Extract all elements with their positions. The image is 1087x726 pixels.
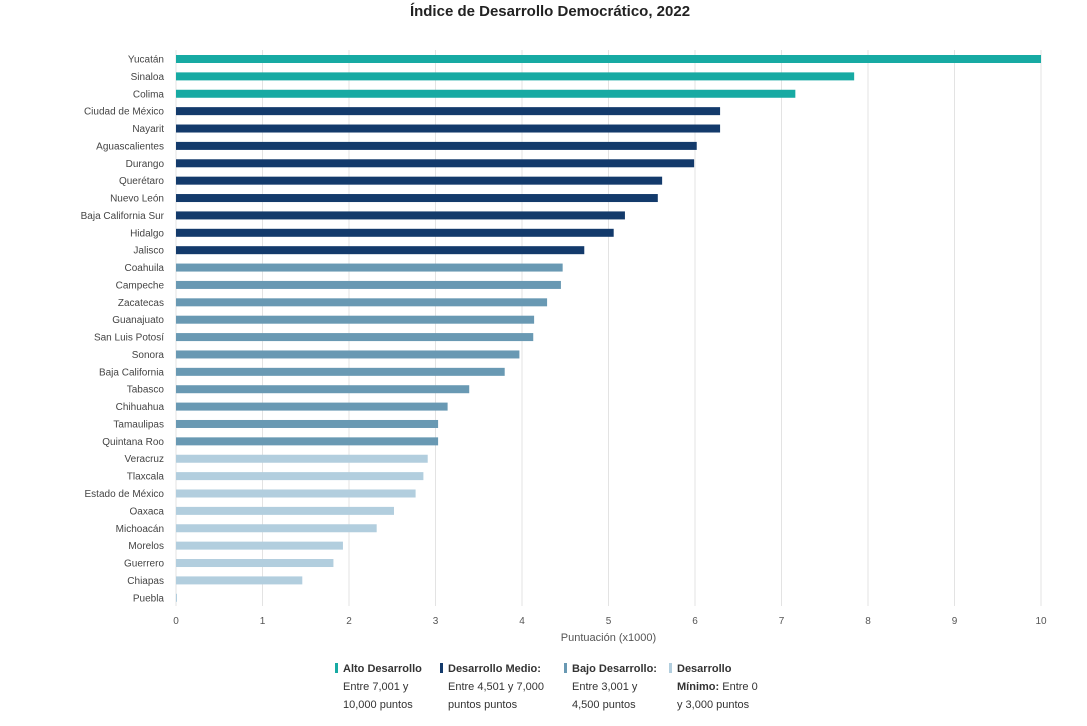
bar bbox=[176, 141, 697, 150]
y-tick-label: Tabasco bbox=[127, 385, 165, 396]
bar bbox=[176, 55, 1041, 63]
legend-text: puntos puntos bbox=[448, 699, 518, 711]
bar bbox=[176, 385, 470, 394]
y-tick-label: Quintana Roo bbox=[102, 437, 164, 448]
bar bbox=[176, 333, 534, 342]
legend-item-bajo: Bajo Desarrollo: Entre 3,001 y 4,500 pun… bbox=[564, 660, 657, 714]
legend-swatch bbox=[335, 663, 338, 673]
y-tick-label: Baja California Sur bbox=[81, 211, 165, 222]
bar bbox=[176, 437, 439, 446]
y-tick-label: Oaxaca bbox=[130, 506, 165, 517]
bar bbox=[176, 263, 563, 272]
bar bbox=[176, 159, 695, 168]
legend-title: Alto Desarrollo bbox=[343, 663, 422, 675]
legend-title: Desarrollo Medio: bbox=[448, 663, 541, 675]
y-tick-label: Querétaro bbox=[119, 176, 164, 187]
bar bbox=[176, 454, 428, 463]
x-tick-label: 2 bbox=[346, 616, 352, 627]
y-tick-label: Hidalgo bbox=[130, 228, 164, 239]
y-tick-label: Ciudad de México bbox=[84, 107, 164, 118]
legend-text: Entre 7,001 y bbox=[343, 681, 409, 693]
y-tick-label: Sonora bbox=[132, 350, 165, 361]
y-tick-label: Coahuila bbox=[125, 263, 165, 274]
bar bbox=[176, 228, 614, 237]
legend-item-alto: Alto Desarrollo Entre 7,001 y 10,000 pun… bbox=[335, 660, 422, 714]
legend-title: Bajo Desarrollo: bbox=[572, 663, 657, 675]
x-tick-label: 1 bbox=[260, 616, 266, 627]
legend-text: Entre 4,501 y 7,000 bbox=[448, 681, 545, 693]
y-tick-label: Tamaulipas bbox=[113, 419, 164, 430]
y-tick-label: Baja California bbox=[99, 367, 164, 378]
legend-text: 10,000 puntos bbox=[343, 699, 413, 711]
x-tick-label: 4 bbox=[519, 616, 525, 627]
bar bbox=[176, 524, 377, 533]
y-tick-label: Colima bbox=[133, 89, 165, 100]
y-tick-label: Jalisco bbox=[133, 246, 164, 257]
y-tick-label: Campeche bbox=[116, 280, 165, 291]
x-tick-label: 8 bbox=[865, 616, 871, 627]
bar bbox=[176, 506, 394, 515]
x-tick-label: 3 bbox=[433, 616, 439, 627]
x-tick-label: 9 bbox=[952, 616, 958, 627]
x-tick-label: 10 bbox=[1035, 616, 1047, 627]
bar bbox=[176, 176, 663, 185]
y-tick-label: Tlaxcala bbox=[127, 472, 165, 483]
legend-text: y 3,000 puntos bbox=[677, 699, 750, 711]
bar bbox=[176, 315, 535, 324]
x-tick-label: 0 bbox=[173, 616, 179, 627]
bar bbox=[176, 89, 796, 98]
y-tick-label: Morelos bbox=[128, 541, 164, 552]
bar bbox=[176, 593, 177, 602]
legend-item-medio: Desarrollo Medio: Entre 4,501 y 7,000 pu… bbox=[440, 660, 544, 714]
bar bbox=[176, 107, 721, 116]
y-tick-label: Guanajuato bbox=[112, 315, 164, 326]
legend-text: Entre 0 bbox=[722, 681, 758, 693]
bar bbox=[176, 489, 416, 498]
y-tick-label: Sinaloa bbox=[131, 72, 165, 83]
y-tick-label: Guerrero bbox=[124, 559, 164, 570]
y-tick-label: Puebla bbox=[133, 593, 165, 604]
bar bbox=[176, 350, 520, 359]
bar bbox=[176, 246, 585, 255]
y-tick-label: Veracruz bbox=[125, 454, 164, 465]
bar bbox=[176, 194, 658, 203]
x-tick-label: 7 bbox=[779, 616, 785, 627]
bar bbox=[176, 367, 505, 376]
bar bbox=[176, 298, 548, 307]
bar bbox=[176, 472, 424, 481]
y-tick-label: Yucatán bbox=[128, 55, 164, 66]
legend-text: Entre 3,001 y bbox=[572, 681, 638, 693]
bar bbox=[176, 419, 439, 428]
y-tick-label: Zacatecas bbox=[118, 298, 164, 309]
legend-swatch bbox=[564, 663, 567, 673]
legend-text: 4,500 puntos bbox=[572, 699, 636, 711]
y-tick-label: Aguascalientes bbox=[96, 141, 164, 152]
y-tick-label: Nayarit bbox=[132, 124, 164, 135]
legend-swatch bbox=[440, 663, 443, 673]
y-tick-label: Estado de México bbox=[85, 489, 165, 500]
bar bbox=[176, 280, 561, 289]
bar bbox=[176, 576, 303, 585]
bar bbox=[176, 541, 343, 550]
bar bbox=[176, 124, 721, 133]
y-tick-label: Chihuahua bbox=[116, 402, 165, 413]
chart-title: Índice de Desarrollo Democrático, 2022 bbox=[409, 3, 691, 20]
legend-swatch bbox=[669, 663, 672, 673]
bar bbox=[176, 211, 625, 220]
y-tick-label: Nuevo León bbox=[110, 194, 164, 205]
x-tick-label: 6 bbox=[692, 616, 698, 627]
legend-title: Mínimo: bbox=[677, 681, 720, 693]
legend-title: Desarrollo bbox=[677, 663, 732, 675]
y-tick-label: Michoacán bbox=[116, 524, 164, 535]
bar bbox=[176, 559, 334, 568]
bar bbox=[176, 72, 855, 81]
x-axis-label: Puntuación (x1000) bbox=[561, 632, 656, 644]
y-tick-label: San Luis Potosí bbox=[94, 333, 164, 344]
y-tick-label: Durango bbox=[126, 159, 165, 170]
x-tick-label: 5 bbox=[606, 616, 612, 627]
legend-item-minimo: Desarrollo Mínimo: Entre 0 y 3,000 punto… bbox=[669, 660, 758, 714]
bar bbox=[176, 402, 448, 411]
y-tick-label: Chiapas bbox=[127, 576, 164, 587]
